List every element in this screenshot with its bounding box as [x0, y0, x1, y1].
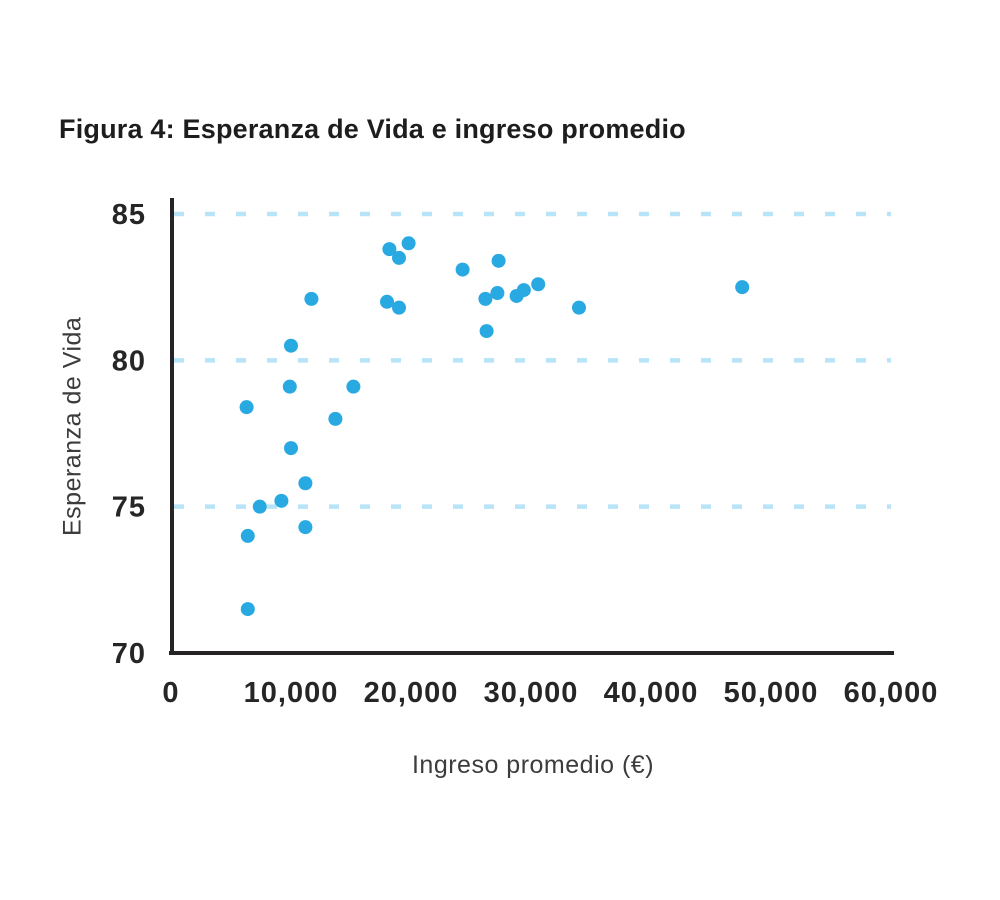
- data-point: [735, 280, 750, 295]
- y-tick-label-80: 80: [112, 345, 146, 377]
- data-point: [282, 379, 297, 394]
- y-tick-label-70: 70: [112, 638, 146, 670]
- data-point: [240, 528, 255, 543]
- x-tick-label-0: 0: [162, 677, 179, 709]
- x-tick-label-20,000: 20,000: [364, 677, 459, 709]
- data-point: [490, 286, 505, 301]
- data-point: [274, 493, 289, 508]
- x-tick-label-40,000: 40,000: [604, 677, 699, 709]
- data-point: [479, 324, 494, 339]
- data-point: [380, 294, 394, 309]
- data-point: [298, 520, 313, 535]
- data-point: [346, 379, 361, 394]
- data-point: [572, 300, 586, 315]
- data-point: [455, 262, 470, 277]
- data-point: [240, 602, 255, 617]
- data-point: [392, 300, 406, 315]
- data-point: [516, 283, 531, 298]
- x-tick-label-10,000: 10,000: [244, 677, 339, 709]
- data-point: [392, 250, 406, 265]
- y-tick-label-85: 85: [112, 199, 146, 231]
- x-tick-label-60,000: 60,000: [844, 677, 939, 709]
- data-point: [478, 291, 493, 306]
- data-point: [298, 476, 313, 491]
- data-point: [401, 236, 416, 251]
- data-point: [284, 338, 298, 353]
- data-point: [328, 411, 343, 426]
- y-tick-label-75: 75: [112, 492, 146, 524]
- data-point: [284, 441, 298, 456]
- data-point: [531, 277, 546, 292]
- x-tick-label-50,000: 50,000: [724, 677, 819, 709]
- data-point: [491, 253, 506, 268]
- x-tick-label-30,000: 30,000: [484, 677, 579, 709]
- chart-title: Figura 4: Esperanza de Vida e ingreso pr…: [59, 114, 686, 144]
- data-point: [304, 291, 319, 306]
- data-point: [382, 242, 397, 257]
- data-point: [239, 400, 254, 415]
- x-axis-title: Ingreso promedio (€): [411, 751, 655, 779]
- data-point: [252, 499, 267, 514]
